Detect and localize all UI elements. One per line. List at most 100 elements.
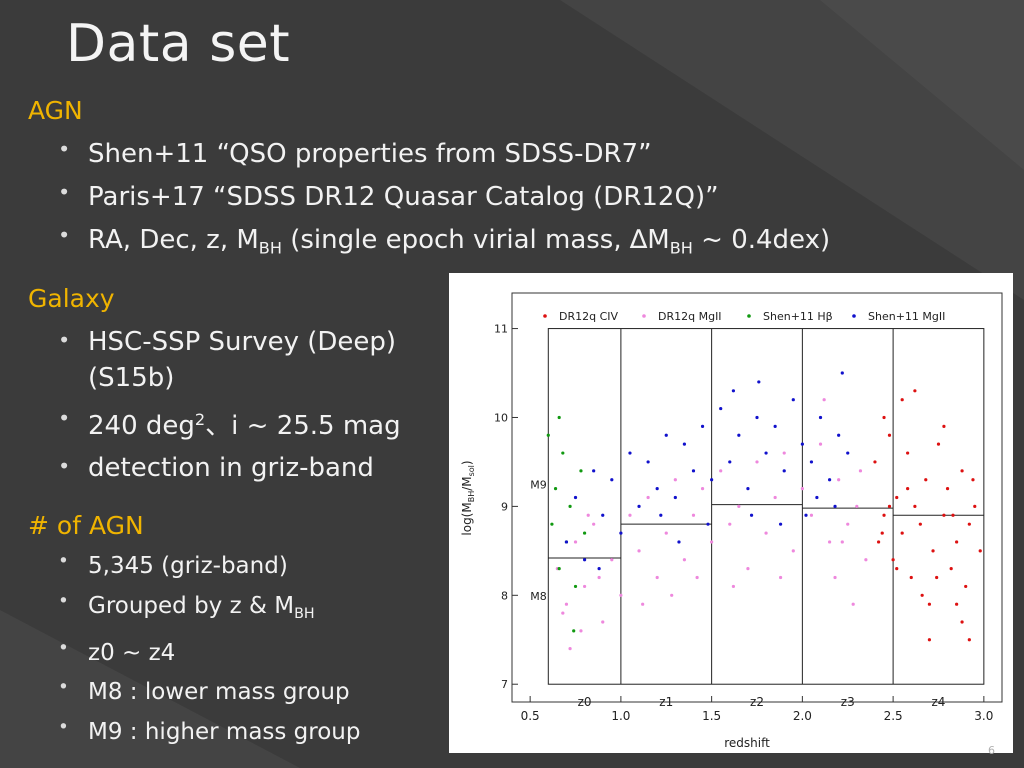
data-point xyxy=(579,469,583,473)
data-point xyxy=(942,424,946,428)
legend-label: Shen+11 Hβ xyxy=(763,310,833,323)
data-point xyxy=(757,380,761,384)
legend-marker xyxy=(747,314,751,318)
data-point xyxy=(855,504,859,508)
data-point xyxy=(864,558,868,562)
data-point xyxy=(579,629,583,633)
legend-marker xyxy=(852,314,856,318)
data-point xyxy=(960,620,964,624)
data-point xyxy=(719,406,723,411)
data-point xyxy=(664,531,668,535)
agn-heading: AGN xyxy=(28,96,83,125)
data-point xyxy=(973,504,977,508)
data-point xyxy=(764,531,768,535)
z-bin-label: z4 xyxy=(932,695,946,709)
data-point xyxy=(891,558,895,562)
data-point xyxy=(846,451,850,455)
y-tick-label: 9 xyxy=(501,500,508,513)
agn-item-shen11: Shen+11 “QSO properties from SDSS-DR7” xyxy=(56,133,830,176)
data-point xyxy=(800,487,804,491)
num-agn-list: 5,345 (griz-band) Grouped by z & MBH z0 … xyxy=(56,547,361,752)
galaxy-item-area: 240 deg2、i ~ 25.5 mag xyxy=(56,402,401,444)
num-agn-heading: # of AGN xyxy=(28,511,144,540)
data-point xyxy=(773,424,777,428)
data-point xyxy=(967,522,971,526)
data-point xyxy=(597,575,601,580)
data-point xyxy=(764,451,768,455)
data-point xyxy=(913,389,917,393)
data-point xyxy=(553,487,558,491)
num-agn-item-zrange: z0 ~ z4 xyxy=(56,634,361,674)
agn-list: Shen+11 “QSO properties from SDSS-DR7” P… xyxy=(56,133,830,270)
data-point xyxy=(655,487,659,491)
galaxy-item-detection: detection in griz-band xyxy=(56,450,401,486)
data-point xyxy=(935,575,939,580)
data-point xyxy=(882,415,886,420)
data-point xyxy=(628,451,632,455)
data-point xyxy=(809,513,814,517)
data-point xyxy=(582,584,587,589)
data-point xyxy=(546,433,550,437)
num-agn-item-m9: M9 : higher mass group xyxy=(56,713,361,753)
num-agn-item-count: 5,345 (griz-band) xyxy=(56,547,361,587)
mass-redshift-chart: 0.5 1.0 1.5 2.0 2.5 3.0 7 8 9 10 11 z0 z1 z2 z3 z4 M9 M8 … xyxy=(449,273,1013,753)
data-point xyxy=(895,495,899,500)
data-point xyxy=(827,478,832,482)
data-point xyxy=(586,513,590,517)
galaxy-heading: Galaxy xyxy=(28,284,115,313)
data-point xyxy=(597,567,601,571)
data-point xyxy=(827,540,832,544)
data-point xyxy=(909,575,913,580)
galaxy-item-survey: HSC-SSP Survey (Deep)(S15b) xyxy=(56,324,401,396)
data-point xyxy=(710,540,714,544)
data-point xyxy=(646,495,650,500)
data-point xyxy=(882,513,886,517)
data-point xyxy=(791,398,795,402)
data-point xyxy=(573,495,578,500)
data-point xyxy=(927,602,932,606)
data-point xyxy=(918,522,922,526)
data-point xyxy=(967,638,971,642)
x-tick-label: 1.5 xyxy=(702,709,721,723)
plot-frame xyxy=(511,292,1003,703)
data-point xyxy=(737,433,741,437)
y-axis-label: log(MBH/Msol) xyxy=(460,460,476,535)
num-agn-item-grouped: Grouped by z & MBH xyxy=(56,587,361,634)
data-point xyxy=(773,495,777,500)
x-tick-label: 2.0 xyxy=(793,709,812,723)
z-bin-label: z2 xyxy=(750,695,764,709)
data-point xyxy=(755,460,759,464)
data-point xyxy=(791,549,795,553)
data-point xyxy=(822,398,826,402)
data-point xyxy=(561,611,565,615)
data-point xyxy=(564,540,569,544)
data-point xyxy=(900,398,904,402)
data-point xyxy=(573,584,578,589)
data-point xyxy=(837,478,841,482)
data-point xyxy=(782,469,786,473)
legend-label: DR12q CIV xyxy=(559,310,619,323)
data-point xyxy=(637,504,641,508)
data-point xyxy=(646,460,650,464)
y-tick-label: 8 xyxy=(501,589,508,602)
x-axis-label: redshift xyxy=(724,736,770,750)
data-point xyxy=(945,487,950,491)
data-point xyxy=(782,451,786,455)
data-point xyxy=(924,478,928,482)
data-point xyxy=(833,504,837,508)
data-point xyxy=(592,522,596,526)
data-point xyxy=(659,513,663,517)
data-point xyxy=(641,602,645,606)
data-point xyxy=(895,567,899,571)
data-point xyxy=(557,415,561,420)
data-point xyxy=(610,558,614,562)
y-tick-label: 7 xyxy=(501,678,508,691)
data-point xyxy=(840,371,844,375)
z-bin-label: z1 xyxy=(659,695,673,709)
y-tick-label: 10 xyxy=(494,411,508,424)
data-point xyxy=(955,540,959,544)
plot-inner-box xyxy=(547,328,985,685)
z-bin-label: z0 xyxy=(578,695,592,709)
data-point xyxy=(601,620,605,624)
